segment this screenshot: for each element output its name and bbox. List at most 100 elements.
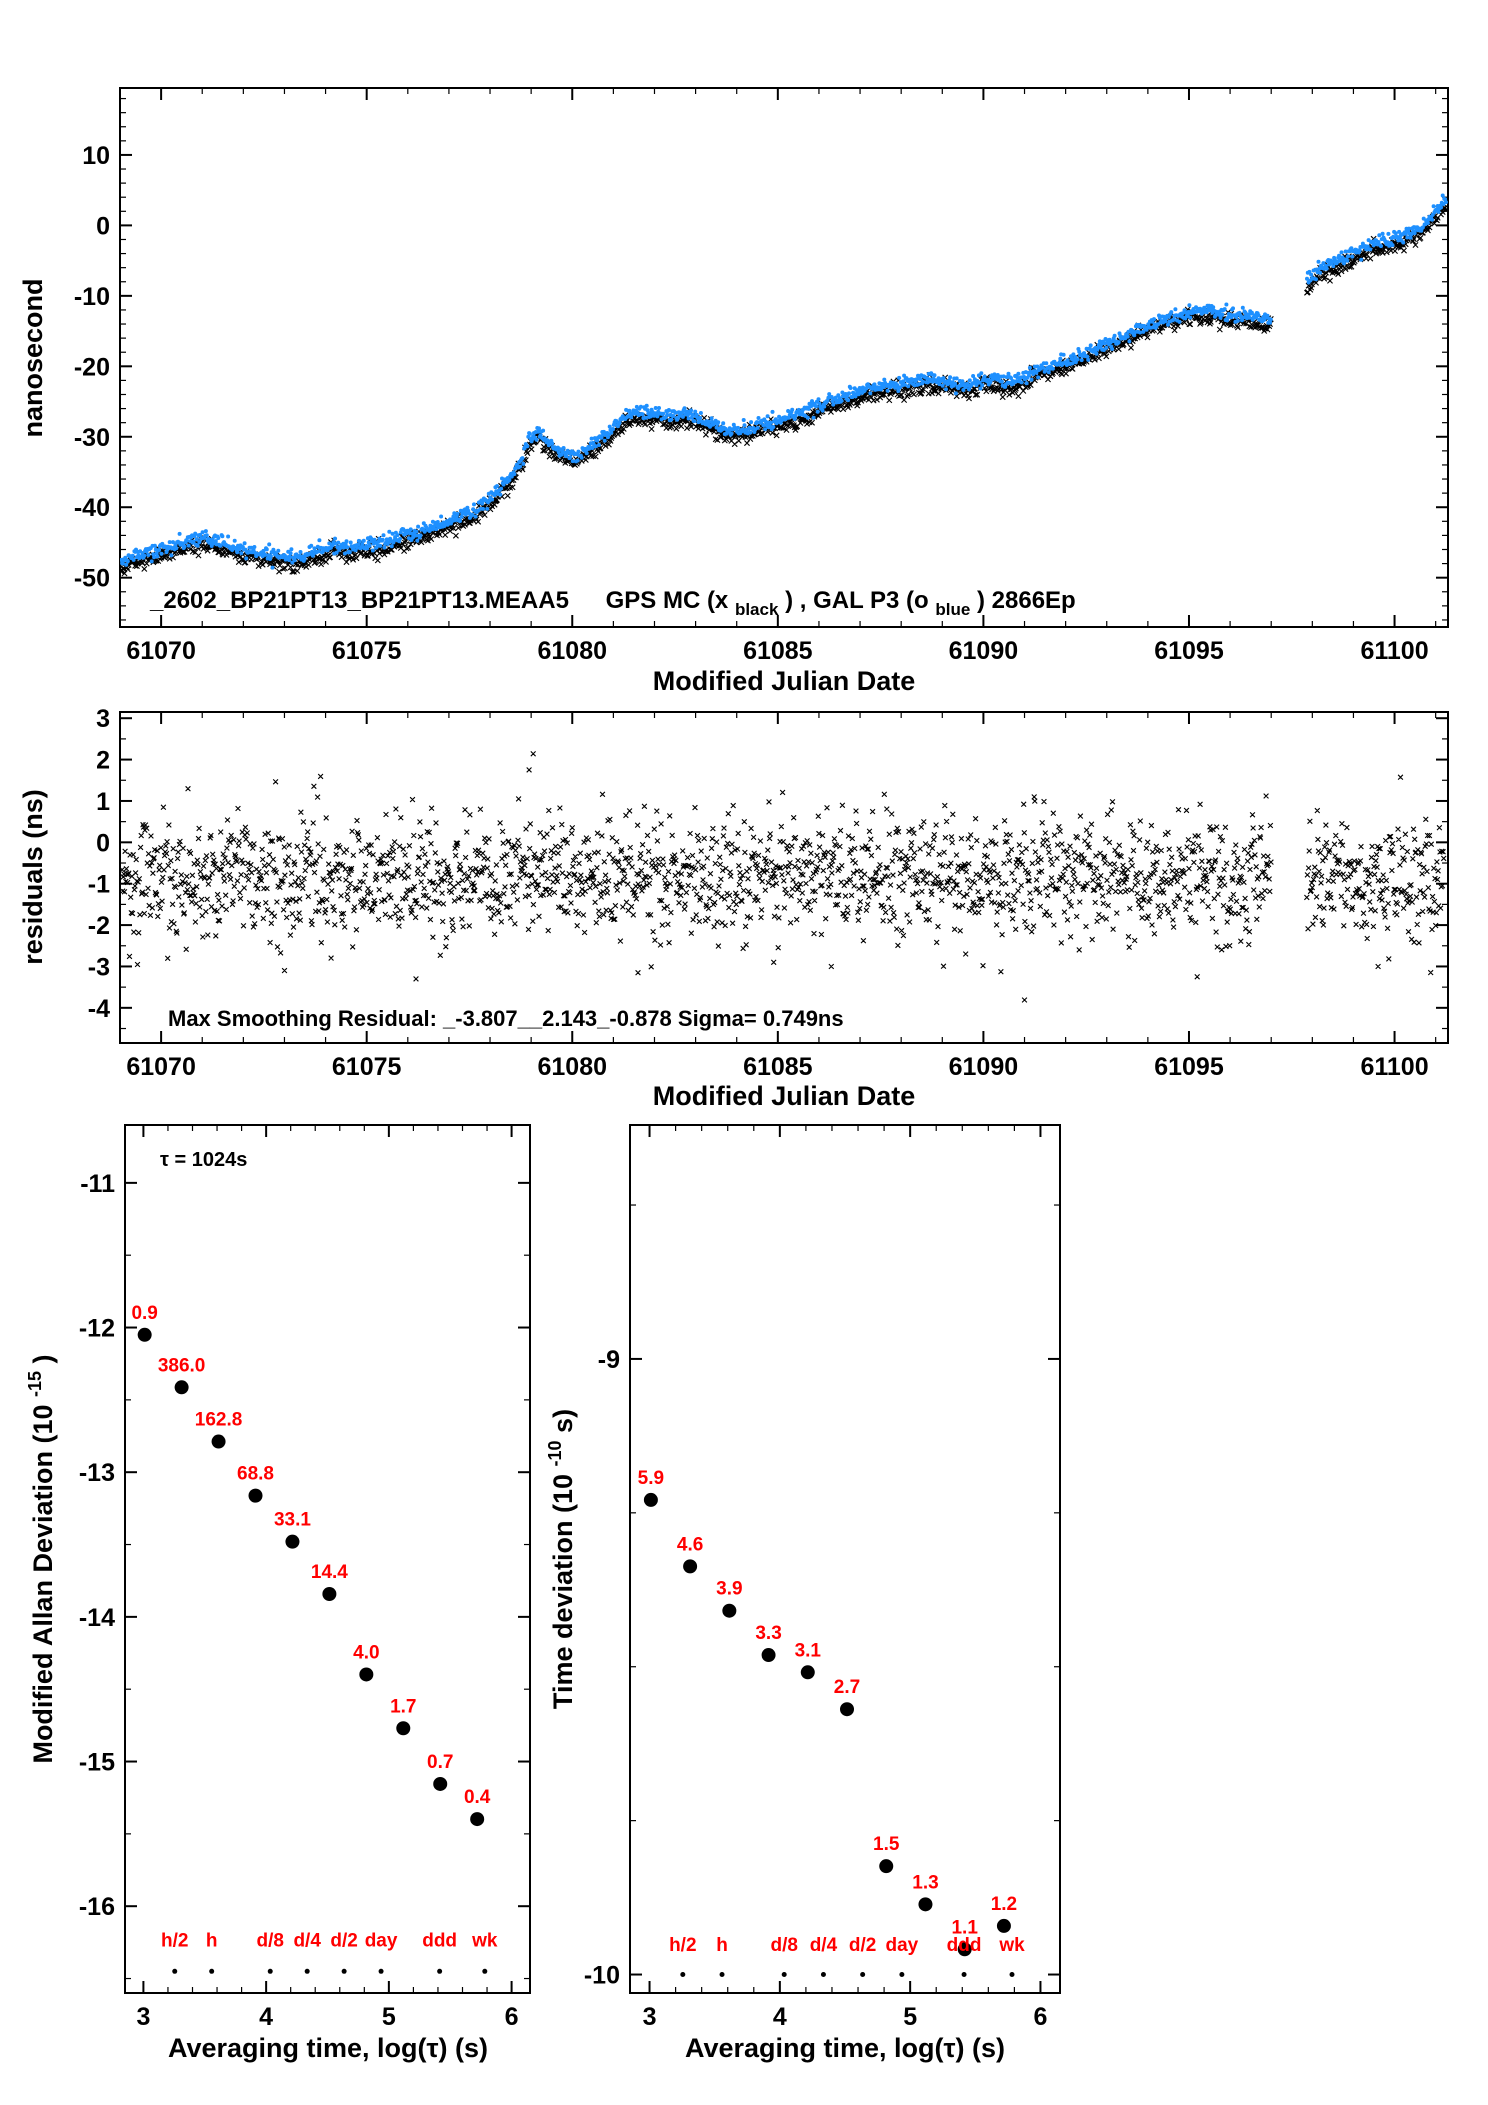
tdev-tau-label: d/4: [810, 1935, 838, 1956]
mdev-tau-dot: [341, 1968, 347, 1974]
y-tick-label: 1: [96, 788, 110, 816]
tdev-tau-dot: [899, 1972, 905, 1978]
residuals-y-axis-label: residuals (ns): [18, 789, 48, 965]
y-tick-label: -40: [74, 494, 110, 522]
mdev-point-value-label: 386.0: [158, 1355, 206, 1376]
tdev-point-value-label: 1.1: [951, 1917, 978, 1938]
caption-gal-label: ) , GAL P3 (o: [785, 587, 929, 614]
mdev-point: [137, 1327, 152, 1342]
mdev-tau-dot: [267, 1968, 273, 1974]
residuals-panel: 61070 61075 61080 61085 61090 61095 61100 -4 -3 -…: [88, 705, 1449, 1081]
x-tick-label: 61085: [743, 637, 813, 665]
mdev-point: [285, 1534, 300, 1549]
mdev-tau-annotation: τ = 1024s: [160, 1149, 247, 1171]
x-tick-label: 5: [382, 2003, 396, 2031]
mdev-tau-label: ddd: [422, 1931, 457, 1952]
y-tick-label: -50: [74, 565, 110, 593]
mdev-point: [248, 1488, 263, 1503]
x-tick-label: 61100: [1360, 1053, 1428, 1081]
residuals-scatter: [120, 751, 1447, 1003]
x-tick-label: 61090: [949, 1053, 1019, 1081]
x-tick-label: 61070: [126, 1053, 196, 1081]
tdev-point-value-label: 1.5: [873, 1834, 900, 1855]
phase-frame: [119, 87, 1449, 628]
mdev-tau-dot: [437, 1968, 443, 1974]
mdev-tau-dot: [482, 1968, 488, 1974]
caption-epoch-count: ) 2866Ep: [977, 587, 1076, 614]
tdev-tau-dot: [1009, 1972, 1015, 1978]
mdev-tau-label: h/2: [161, 1931, 188, 1952]
phase-tick-labels: 61070 61075 61080 61085 61090 61095 61100 -50 -4…: [74, 142, 1429, 665]
mdev-point-value-label: 1.7: [390, 1696, 416, 1717]
caption-file-id: _2602_BP21PT13_BP21PT13.MEAA5: [149, 587, 569, 614]
tdev-ticks: [630, 1125, 1060, 1993]
mdev-point: [396, 1721, 411, 1736]
mdev-tau-dot: [172, 1968, 178, 1974]
y-tick-label: -11: [80, 1170, 115, 1198]
tdev-panel: 3 4 5 6 -9 -10 5.9 4.6 3.9 3.3 3.1 2.7 1.5 1.3 1.1 1.2 h…: [584, 1124, 1061, 2031]
tdev-point: [918, 1897, 933, 1912]
mdev-point-value-label: 68.8: [237, 1464, 274, 1485]
phase-x-axis-label: Modified Julian Date: [653, 666, 916, 696]
tdev-point-value-label: 3.3: [755, 1623, 781, 1644]
tdev-ylabel-close: s): [548, 1409, 578, 1433]
mdev-x-axis-label: Averaging time, log(τ) (s): [168, 2033, 488, 2063]
tdev-point: [800, 1665, 815, 1680]
caption-subscript-black: black: [735, 600, 779, 619]
mdev-point-value-label: 0.7: [427, 1752, 453, 1773]
tdev-tau-label: wk: [998, 1935, 1025, 1956]
residuals-tick-labels: 61070 61075 61080 61085 61090 61095 61100 -4 -3 -…: [88, 705, 1429, 1081]
y-tick-label: -30: [74, 424, 110, 452]
y-tick-label: -3: [88, 953, 110, 981]
residuals-frame: [119, 711, 1449, 1044]
mdev-tau-label: h: [206, 1931, 218, 1952]
x-tick-label: 61085: [743, 1053, 813, 1081]
x-tick-label: 61075: [332, 1053, 402, 1081]
x-tick-label: 61070: [126, 637, 196, 665]
chart-render-layer: 61070 61075 61080 61085 61090 61095 61100-50-4…: [74, 87, 1449, 2031]
tdev-point: [996, 1918, 1011, 1933]
mdev-point-value-label: 0.9: [131, 1303, 157, 1324]
tdev-point-value-label: 3.9: [716, 1579, 742, 1600]
tdev-tau-label: h: [716, 1935, 728, 1956]
tdev-tau-dot: [680, 1972, 686, 1978]
tdev-tau-dot: [719, 1972, 725, 1978]
y-tick-label: -12: [79, 1315, 115, 1343]
x-tick-label: 5: [903, 2003, 917, 2031]
mdev-tau-label: d/4: [293, 1931, 321, 1952]
tdev-tau-label: ddd: [947, 1935, 982, 1956]
y-tick-label: -15: [79, 1749, 115, 1777]
y-tick-label: -16: [79, 1893, 115, 1921]
y-tick-label: 2: [96, 747, 110, 775]
tdev-tau-label: day: [886, 1935, 919, 1956]
mdev-point-value-label: 33.1: [274, 1510, 311, 1531]
mdev-point-value-label: 14.4: [311, 1562, 348, 1583]
tdev-point: [722, 1603, 737, 1618]
x-tick-label: 61100: [1360, 637, 1428, 665]
tdev-point-value-label: 2.7: [834, 1677, 860, 1698]
tdev-point: [879, 1859, 894, 1874]
tdev-tick-labels: 3 4 5 6 -9 -10: [584, 1346, 1048, 2031]
mdev-ylabel-close: ): [28, 1354, 58, 1363]
mdev-point: [322, 1587, 337, 1602]
x-tick-label: 61095: [1154, 637, 1224, 665]
y-tick-label: 3: [96, 705, 110, 733]
tdev-tau-label: d/8: [770, 1935, 797, 1956]
residuals-x-axis-label: Modified Julian Date: [653, 1081, 916, 1111]
y-tick-label: 0: [96, 829, 110, 857]
x-tick-label: 4: [259, 2003, 273, 2031]
tdev-point-value-label: 4.6: [677, 1534, 703, 1555]
mdev-ticks: [125, 1125, 530, 1993]
tdev-data-points: 5.9 4.6 3.9 3.3 3.1 2.7 1.5 1.3 1.1 1.2 h/2 h d/8 d/4…: [638, 1468, 1025, 1978]
tdev-point: [643, 1492, 658, 1507]
phase-ticks: [119, 88, 1448, 627]
x-tick-label: 6: [1034, 2003, 1048, 2031]
tdev-tau-dot: [860, 1972, 866, 1978]
mdev-tau-label: d/8: [257, 1931, 284, 1952]
tdev-y-axis-label: Time deviation (10 -10 s): [537, 1409, 578, 1709]
x-tick-label: 61095: [1154, 1053, 1224, 1081]
x-tick-label: 6: [505, 2003, 519, 2031]
tdev-point: [957, 1942, 972, 1957]
tdev-frame: [629, 1124, 1061, 1994]
